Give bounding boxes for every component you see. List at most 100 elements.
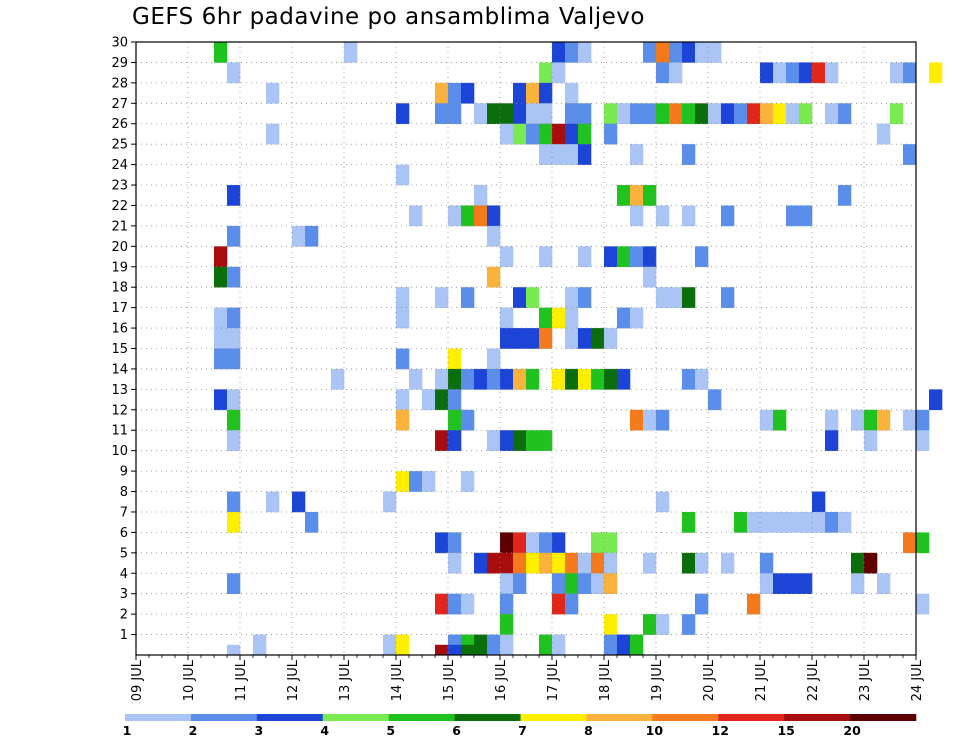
- heatmap-cell: [474, 103, 488, 125]
- legend-label: 4: [320, 723, 329, 738]
- y-tick-label: 28: [111, 76, 128, 91]
- heatmap-cell: [500, 614, 514, 635]
- y-tick-label: 5: [120, 546, 128, 561]
- heatmap-cell: [305, 511, 319, 533]
- heatmap-cell: [539, 123, 553, 145]
- heatmap-cell: [760, 573, 774, 594]
- heatmap-cell: [513, 123, 527, 145]
- heatmap-cell: [448, 205, 462, 227]
- x-tick-label: 11 JUL: [234, 659, 249, 701]
- heatmap-cell: [864, 409, 878, 431]
- heatmap-cell: [487, 205, 501, 227]
- x-tick-label: 20 JUL: [702, 659, 717, 701]
- heatmap-cell: [435, 430, 449, 451]
- y-tick-label: 1: [120, 628, 128, 643]
- heatmap-cell: [435, 287, 449, 308]
- x-tick-label: 12 JUL: [286, 659, 301, 701]
- heatmap-cell: [773, 62, 787, 84]
- heatmap-cell: [786, 573, 800, 594]
- heatmap-cell: [396, 634, 410, 656]
- heatmap-cell: [773, 511, 787, 533]
- heatmap-cell: [578, 573, 592, 594]
- heatmap-cell: [500, 328, 514, 349]
- heatmap-cell: [799, 62, 813, 84]
- heatmap-cell: [292, 491, 306, 513]
- heatmap-cell: [383, 491, 397, 513]
- heatmap-cell: [760, 62, 774, 84]
- heatmap-cell: [474, 368, 488, 390]
- heatmap-cell: [565, 42, 579, 63]
- heatmap-cell: [695, 552, 709, 574]
- legend-label: 15: [777, 723, 794, 738]
- heatmap-cell: [500, 634, 514, 656]
- heatmap-cell: [604, 246, 618, 268]
- heatmap-cell: [877, 409, 891, 431]
- heatmap-cell: [448, 103, 462, 125]
- heatmap-cell: [435, 103, 449, 125]
- heatmap-cell: [617, 185, 631, 206]
- heatmap-cell: [734, 103, 748, 125]
- x-tick-label: 18 JUL: [598, 659, 613, 701]
- heatmap-cell: [552, 368, 566, 390]
- heatmap-cell: [552, 552, 566, 574]
- y-tick-label: 15: [111, 342, 128, 357]
- heatmap-cell: [656, 409, 670, 431]
- y-tick-label: 27: [111, 97, 128, 112]
- heatmap-cell: [227, 644, 241, 656]
- heatmap-cell: [409, 471, 423, 492]
- chart-title: GEFS 6hr padavine po ansamblima Valjevo: [132, 4, 645, 30]
- heatmap-cell: [448, 593, 462, 615]
- legend-swatch: [718, 714, 785, 721]
- heatmap-cell: [565, 123, 579, 145]
- heatmap-cell: [487, 103, 501, 125]
- heatmap-cell: [500, 532, 514, 554]
- heatmap-cell: [656, 62, 670, 84]
- heatmap-cell: [578, 368, 592, 390]
- y-tick-label: 24: [111, 158, 128, 173]
- heatmap-cell: [565, 552, 579, 574]
- heatmap-cell: [929, 389, 943, 411]
- heatmap-cell: [643, 266, 657, 288]
- heatmap-cell: [565, 287, 579, 308]
- heatmap-cell: [591, 328, 605, 349]
- heatmap-cell: [227, 307, 241, 329]
- heatmap-cell: [721, 205, 735, 227]
- y-tick-label: 8: [120, 485, 128, 500]
- heatmap-cell: [669, 103, 683, 125]
- heatmap-cell: [825, 430, 839, 451]
- heatmap-cell: [604, 368, 618, 390]
- heatmap-cell: [643, 552, 657, 574]
- heatmap-cell: [669, 62, 683, 84]
- heatmap-cell: [461, 287, 475, 308]
- y-tick-label: 21: [111, 219, 128, 234]
- heatmap-cell: [461, 205, 475, 227]
- legend-label: 1: [123, 723, 132, 738]
- y-tick-label: 12: [111, 403, 128, 418]
- heatmap-cell: [630, 144, 644, 165]
- x-tick-label: 19 JUL: [650, 659, 665, 701]
- heatmap-cell: [916, 532, 930, 554]
- heatmap-cell: [578, 328, 592, 349]
- y-tick-label: 26: [111, 117, 128, 132]
- heatmap-cell: [474, 552, 488, 574]
- legend-swatch: [784, 714, 851, 721]
- heatmap-cell: [539, 82, 553, 104]
- legend-swatch: [125, 714, 192, 721]
- x-tick-label: 14 JUL: [390, 659, 405, 701]
- heatmap-cell: [851, 573, 865, 594]
- legend-swatch: [388, 714, 455, 721]
- heatmap-cell: [461, 593, 475, 615]
- y-tick-label: 13: [111, 383, 128, 398]
- heatmap-cell: [539, 246, 553, 268]
- heatmap-cell: [643, 42, 657, 63]
- heatmap-cell: [227, 511, 241, 533]
- heatmap-cell: [526, 368, 540, 390]
- heatmap-cell: [838, 511, 852, 533]
- heatmap-cell: [487, 634, 501, 656]
- legend-label: 6: [452, 723, 461, 738]
- heatmap-cell: [578, 552, 592, 574]
- legend-label: 8: [584, 723, 593, 738]
- heatmap-cell: [513, 287, 527, 308]
- heatmap-cell: [786, 103, 800, 125]
- heatmap-cell: [656, 614, 670, 635]
